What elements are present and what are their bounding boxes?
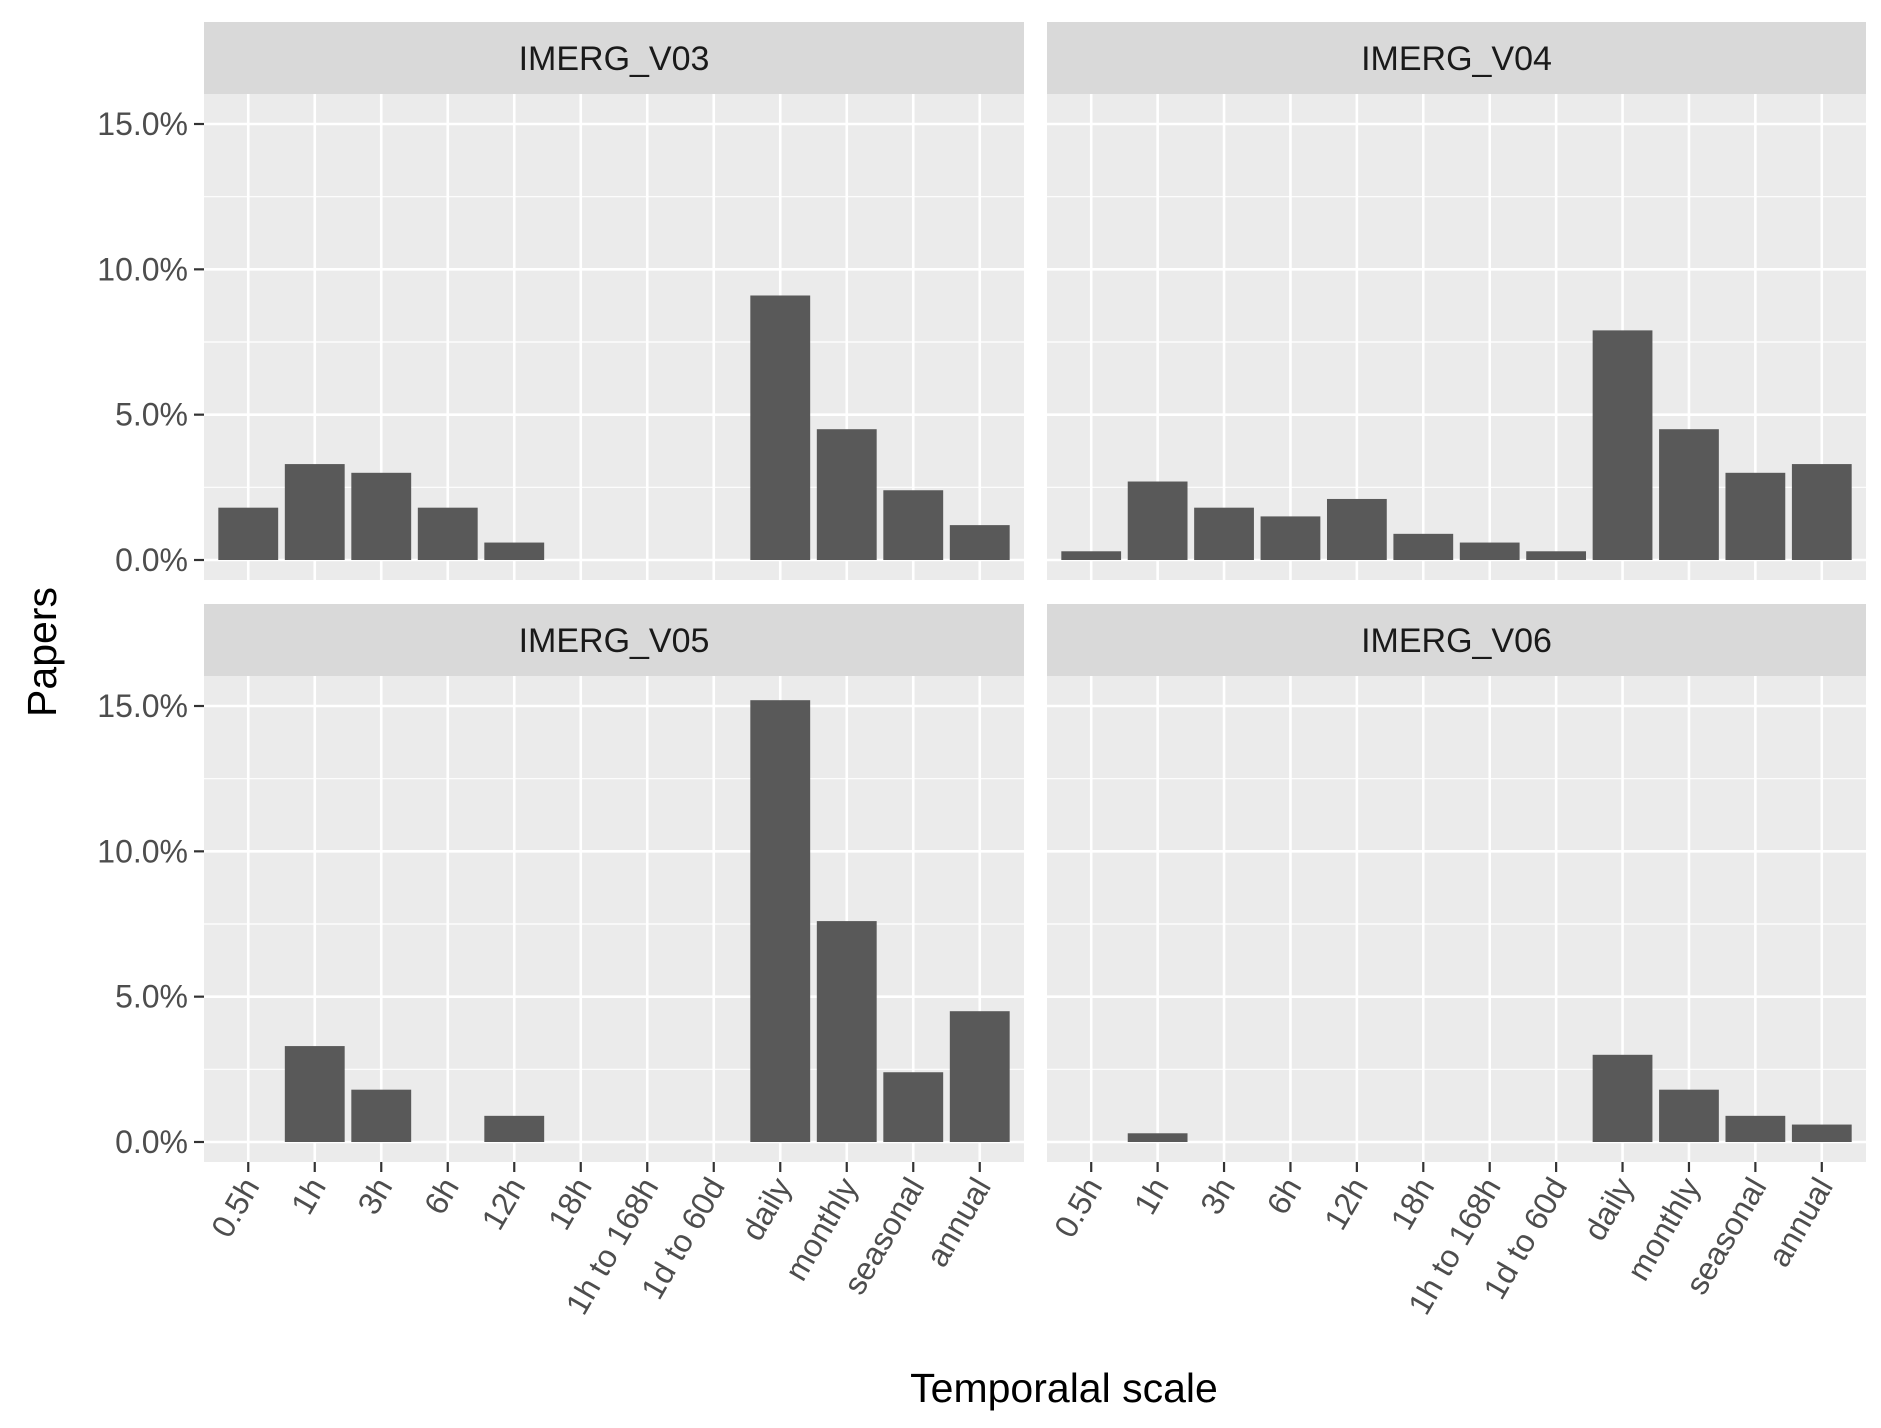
bar <box>1659 1089 1719 1142</box>
y-axis-title: Papers <box>19 587 65 717</box>
facet-strip <box>1047 22 1866 94</box>
x-tick-label: 12h <box>474 1172 532 1236</box>
x-tick-label: annual <box>919 1172 998 1273</box>
bar <box>949 1011 1010 1142</box>
bar <box>1526 551 1587 560</box>
x-tick-label: 18h <box>541 1172 599 1236</box>
bar <box>1326 498 1387 560</box>
bar <box>351 1089 412 1142</box>
bar <box>1791 1124 1852 1142</box>
facet-title: IMERG_V03 <box>519 40 710 78</box>
y-tick-label: 5.0% <box>115 397 188 433</box>
bar <box>883 1072 944 1142</box>
facet-strip <box>204 22 1024 94</box>
x-tick-label: 3h <box>350 1172 399 1221</box>
x-tick-label: daily <box>734 1172 798 1247</box>
y-tick-label: 0.0% <box>115 1124 188 1160</box>
bar <box>1127 1133 1188 1142</box>
bar <box>218 507 279 560</box>
bar <box>1725 472 1786 560</box>
x-axis-title: Temporalal scale <box>910 1365 1218 1411</box>
facet-title: IMERG_V04 <box>1361 40 1552 78</box>
bar <box>1061 551 1122 560</box>
bar <box>1592 1054 1653 1142</box>
facet-panel: IMERG_V03 0.0% 5.0% 10.0% 15.0% <box>97 22 1024 580</box>
facet-title: IMERG_V05 <box>519 622 710 660</box>
bar <box>1725 1115 1786 1142</box>
x-tick-label: 12h <box>1317 1172 1375 1236</box>
panel-background <box>1047 676 1866 1162</box>
bar <box>883 490 944 560</box>
bar <box>417 507 478 560</box>
bar <box>1127 481 1188 560</box>
bar <box>1592 330 1653 560</box>
x-tick-label: 1h <box>1127 1172 1176 1221</box>
y-tick-label: 10.0% <box>97 251 188 287</box>
x-tick-label: 6h <box>1260 1172 1309 1221</box>
x-tick-label: 0.5h <box>204 1172 266 1244</box>
x-tick-label: 3h <box>1193 1172 1242 1221</box>
facet-strip <box>1047 604 1866 676</box>
facet-panel: IMERG_V05 0.0% 5.0% 10.0% 15.0% 0.5h 1h 3h 6h 12h… <box>97 604 1024 1320</box>
facet-title: IMERG_V06 <box>1361 622 1552 660</box>
x-tick-label: annual <box>1761 1172 1840 1273</box>
facet-panel: IMERG_V04 <box>1047 22 1866 580</box>
bar <box>1791 464 1852 560</box>
bar <box>816 921 877 1142</box>
x-tick-label: 18h <box>1383 1172 1441 1236</box>
bar <box>816 429 877 560</box>
bar <box>949 525 1010 560</box>
x-tick-label: daily <box>1577 1172 1641 1247</box>
y-tick-label: 5.0% <box>115 979 188 1015</box>
bar <box>284 1046 345 1142</box>
x-tick-label: 0.5h <box>1047 1172 1109 1244</box>
x-tick-label: 1h <box>284 1172 333 1221</box>
bar <box>750 295 811 560</box>
bar <box>284 464 345 560</box>
x-tick-label: 6h <box>417 1172 466 1221</box>
y-tick-label: 15.0% <box>97 106 188 142</box>
bar <box>750 700 811 1142</box>
bar <box>351 472 412 560</box>
bar <box>1393 533 1454 560</box>
bar <box>1260 516 1321 560</box>
y-tick-label: 15.0% <box>97 688 188 724</box>
bar <box>1194 507 1254 560</box>
bar <box>1459 542 1520 560</box>
facet-panels: IMERG_V03 0.0% 5.0% 10.0% 15.0% IMERG_V04 IMER… <box>97 22 1866 1320</box>
bar <box>484 542 545 560</box>
bar <box>484 1115 545 1142</box>
y-tick-label: 10.0% <box>97 833 188 869</box>
bar <box>1659 429 1719 560</box>
facet-strip <box>204 604 1024 676</box>
y-tick-label: 0.0% <box>115 542 188 578</box>
